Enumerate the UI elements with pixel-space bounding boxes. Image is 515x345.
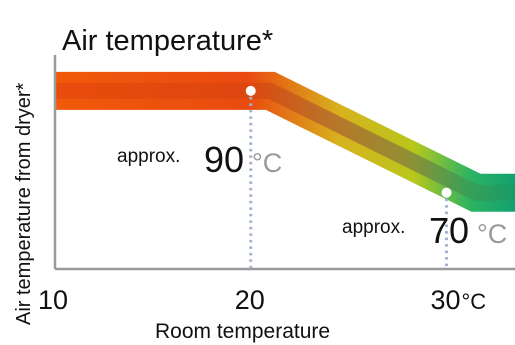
x-tick-unit: °C [461, 289, 486, 314]
x-tick-label: 30 [430, 285, 460, 315]
marker-unit: °C [477, 219, 507, 249]
marker-unit: °C [252, 148, 282, 178]
x-axis-label: Room temperature [155, 320, 330, 343]
marker-prefix: approx. [117, 146, 180, 167]
x-tick-label: 20 [235, 285, 265, 315]
markers: approx. 90 °C approx. 70 °C [117, 85, 507, 251]
temperature-band [55, 71, 515, 212]
marker-point [245, 85, 256, 96]
marker-point [441, 187, 452, 198]
chart-title: Air temperature* [62, 25, 273, 57]
guide-lines [249, 96, 448, 269]
marker-value: 70 [429, 210, 469, 251]
y-axis-label: Air temperature from dryer* [13, 82, 35, 325]
marker-value: 90 [204, 139, 244, 180]
x-tick-label: 10 [38, 285, 68, 315]
x-tick-labels: 10 20 30 °C [38, 285, 486, 315]
band-core [55, 82, 515, 201]
marker-prefix: approx. [342, 217, 405, 238]
